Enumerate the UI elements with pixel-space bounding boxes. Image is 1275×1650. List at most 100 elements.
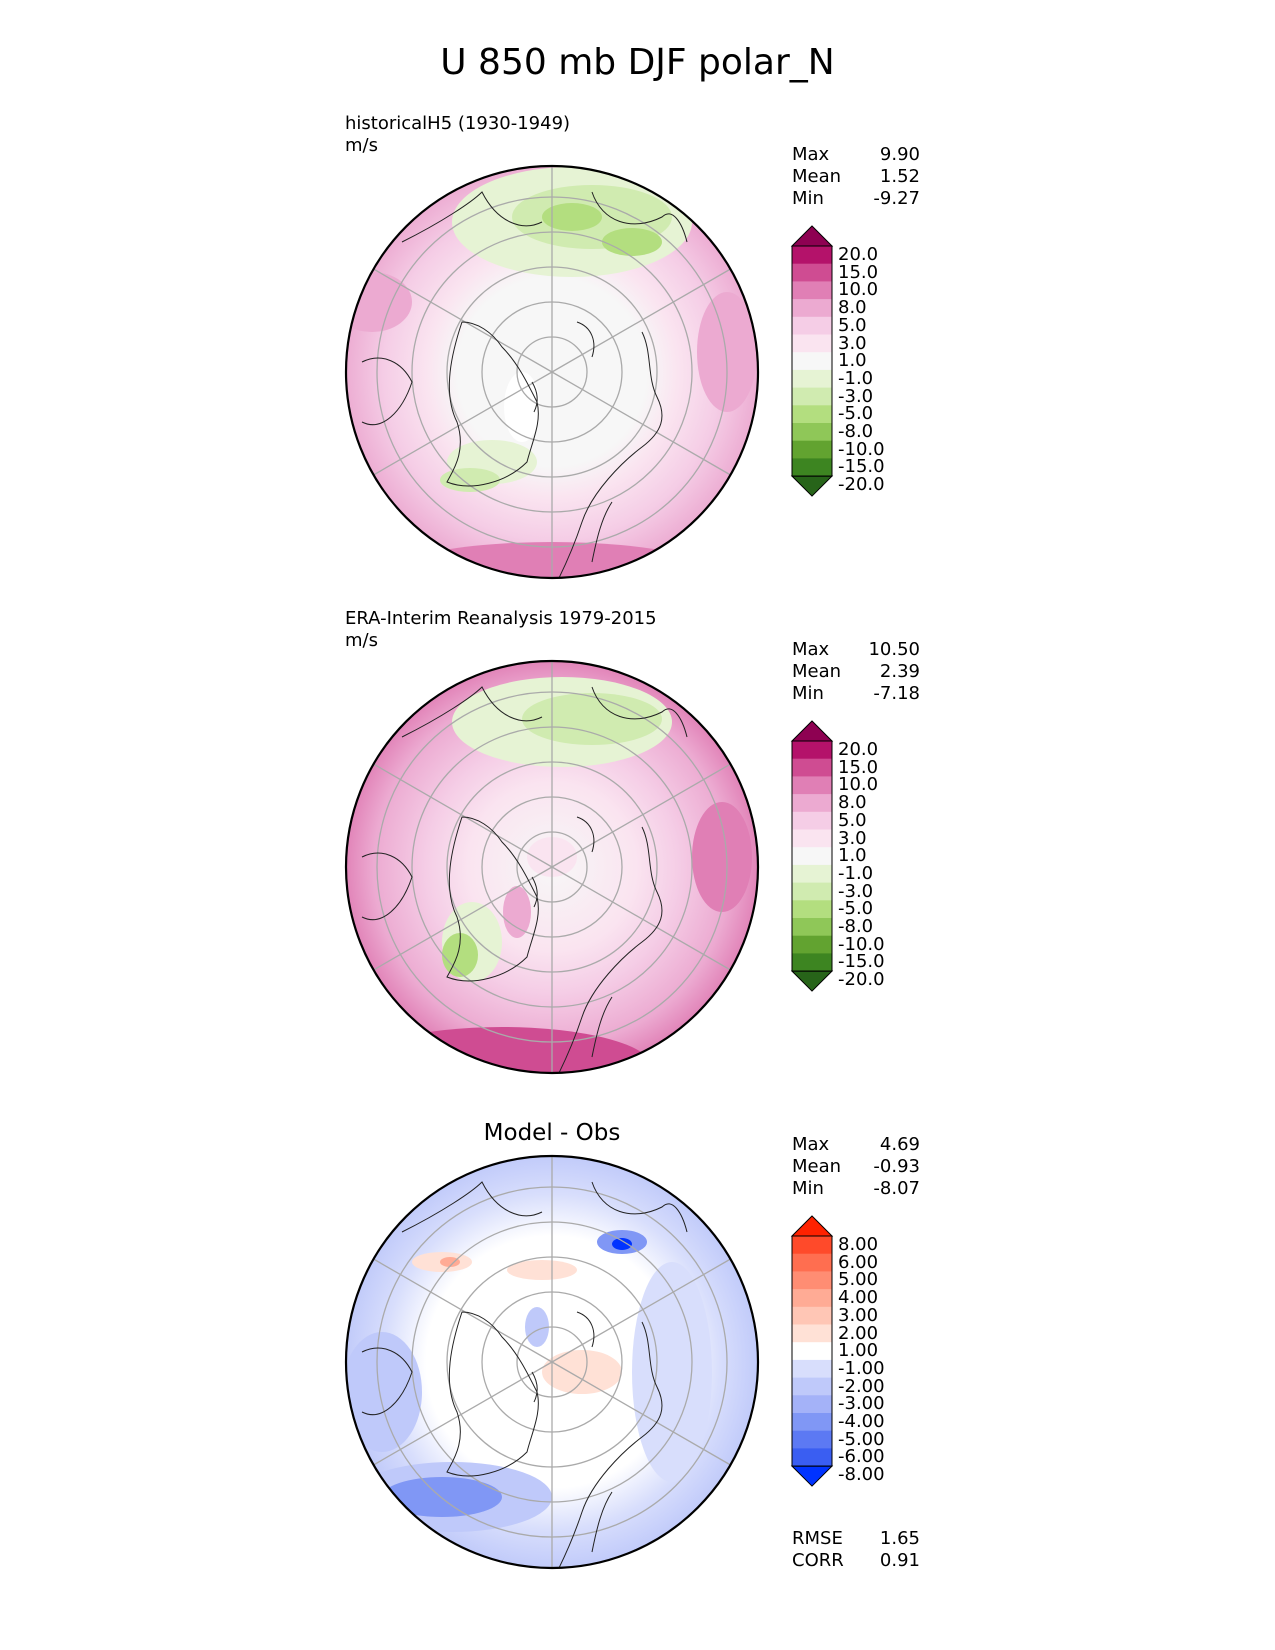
colorbar-bin [792, 935, 832, 954]
panel-title-line1: historicalH5 (1930-1949) [345, 113, 571, 134]
colorbar-extend-min [790, 475, 834, 497]
colorbar-tick-label: 15.0 [838, 756, 879, 778]
colorbar-bin [792, 882, 832, 901]
colorbar-tick-label: -4.00 [838, 1411, 885, 1433]
colorbar-bin [792, 794, 832, 813]
panel-title: Model - Obs [483, 1120, 621, 1146]
stat-mean: Mean 2.39 [792, 661, 920, 682]
panel-title-line1: ERA-Interim Reanalysis 1979-2015 [345, 608, 657, 629]
colorbar-bin [792, 900, 832, 919]
colorbar-tick-label: -5.0 [838, 403, 874, 425]
colorbar-bin [792, 1377, 832, 1396]
colorbar-bin [792, 1289, 832, 1308]
colorbar-tick-label: -8.0 [838, 916, 874, 938]
colorbar-tick-label: 10.0 [838, 279, 879, 301]
colorbar-bin [792, 440, 832, 459]
colorbar-bin [792, 1342, 832, 1361]
stat-max: Max 4.69 [792, 1134, 920, 1155]
colorbar-tick-label: -2.00 [838, 1375, 885, 1397]
stat-mean: Mean -0.93 [792, 1156, 920, 1177]
colorbar-bin [792, 829, 832, 848]
colorbar-tick-label: 3.0 [838, 332, 867, 354]
colorbar-tick-label: 1.0 [838, 845, 867, 867]
colorbar-bin [792, 423, 832, 442]
colorbar-bin [792, 1236, 832, 1255]
colorbar-tick-label: -8.0 [838, 421, 874, 443]
colorbar-tick-label: -5.0 [838, 898, 874, 920]
colorbar-tick-label: 15.0 [838, 261, 879, 283]
colorbar-tick-label: -10.0 [838, 438, 885, 460]
colorbar-tick-label: -6.00 [838, 1446, 885, 1468]
colorbar-tick-label: 1.00 [838, 1340, 879, 1362]
colorbar-bin [792, 741, 832, 760]
colorbar-bin [792, 369, 832, 389]
stats-box: Max 4.69 Mean -0.93 Min -8.07 [792, 1134, 920, 1200]
figure-title: U 850 mb DJF polar_N [440, 42, 835, 83]
polar-map-model [344, 164, 760, 580]
colorbar-tick-label: -15.0 [838, 951, 885, 973]
colorbar-bin [792, 334, 832, 353]
colorbar-tick-label: 4.00 [838, 1287, 879, 1309]
colorbar-tick-label: -5.00 [838, 1428, 885, 1450]
colorbar-labels: 20.0 15.0 10.0 8.0 5.0 3.0 1.0 -1.0 -3.0 -5.0 -8.0… [838, 741, 885, 989]
stat-min: Min -8.07 [792, 1178, 920, 1199]
colorbar-bin [792, 281, 832, 300]
colorbar-bin [792, 1253, 832, 1272]
colorbar-bin [792, 1413, 832, 1432]
colorbar-outline [791, 740, 833, 972]
colorbar-tick-label: -15.0 [838, 456, 885, 478]
colorbar-bin [792, 1306, 832, 1325]
polar-map-diff [344, 1154, 760, 1570]
stats-box: Max 9.90 Mean 1.52 Min -9.27 [792, 144, 920, 210]
stat-max: Max 9.90 [792, 144, 920, 165]
colorbar-tick-label: -1.00 [838, 1357, 885, 1379]
colorbar-bin [792, 776, 832, 795]
colorbar-tick-label: 10.0 [838, 774, 879, 796]
colorbar-tick-label: 8.00 [838, 1234, 879, 1255]
metric-rmse: RMSE 1.65 [792, 1528, 920, 1549]
colorbar-bin [792, 1324, 832, 1343]
colorbar-bin [792, 1448, 832, 1467]
colorbar-tick-label: -20.0 [838, 969, 885, 991]
colorbar-bin [792, 847, 832, 866]
colorbar-tick-label: 1.0 [838, 350, 867, 372]
colorbar-tick-label: 3.0 [838, 827, 867, 849]
colorbar-bin [792, 458, 832, 477]
stat-mean: Mean 1.52 [792, 166, 920, 187]
colorbar-tick-label: 3.00 [838, 1304, 879, 1326]
colorbar-bin [792, 864, 832, 884]
colorbar-bin [792, 1430, 832, 1449]
colorbar-bin [792, 1359, 832, 1379]
colorbar-tick-label: -3.0 [838, 385, 874, 407]
colorbar-outline [791, 245, 833, 477]
colorbar-extend-max [790, 225, 834, 247]
colorbar-bin [792, 299, 832, 318]
panel-title: historicalH5 (1930-1949) m/s [345, 113, 570, 157]
colorbar-tick-label: -8.00 [838, 1464, 885, 1486]
colorbar-tick-label: 20.0 [838, 739, 879, 760]
colorbar-tick-label: 20.0 [838, 244, 879, 265]
polar-map-obs [344, 659, 760, 1075]
colorbar-tick-label: 5.00 [838, 1269, 879, 1291]
panel-title: ERA-Interim Reanalysis 1979-2015 m/s [345, 608, 657, 652]
colorbar-outline [791, 1235, 833, 1467]
colorbar-bin [792, 316, 832, 335]
colorbar-bin [792, 405, 832, 424]
colorbar-bin [792, 246, 832, 265]
colorbar-bin [792, 263, 832, 282]
colorbar-labels: 8.00 6.00 5.00 4.00 3.00 2.00 1.00 -1.00 -2.00 -3… [838, 1236, 885, 1484]
metric-corr: CORR 0.91 [792, 1550, 920, 1571]
colorbar-tick-label: -3.00 [838, 1393, 885, 1415]
colorbar-extend-min [790, 970, 834, 992]
metrics-box: RMSE 1.65 CORR 0.91 [792, 1528, 920, 1572]
colorbar-extend-max [790, 720, 834, 742]
colorbar-bin [792, 811, 832, 830]
colorbar-tick-label: 2.00 [838, 1322, 879, 1344]
colorbar-obs [790, 720, 834, 992]
colorbar-tick-label: 5.0 [838, 314, 867, 336]
stat-min: Min -7.18 [792, 683, 920, 704]
colorbar-extend-min [790, 1465, 834, 1487]
colorbar-tick-label: 5.0 [838, 809, 867, 831]
colorbar-bin [792, 1271, 832, 1290]
colorbar-tick-label: -1.0 [838, 367, 874, 389]
